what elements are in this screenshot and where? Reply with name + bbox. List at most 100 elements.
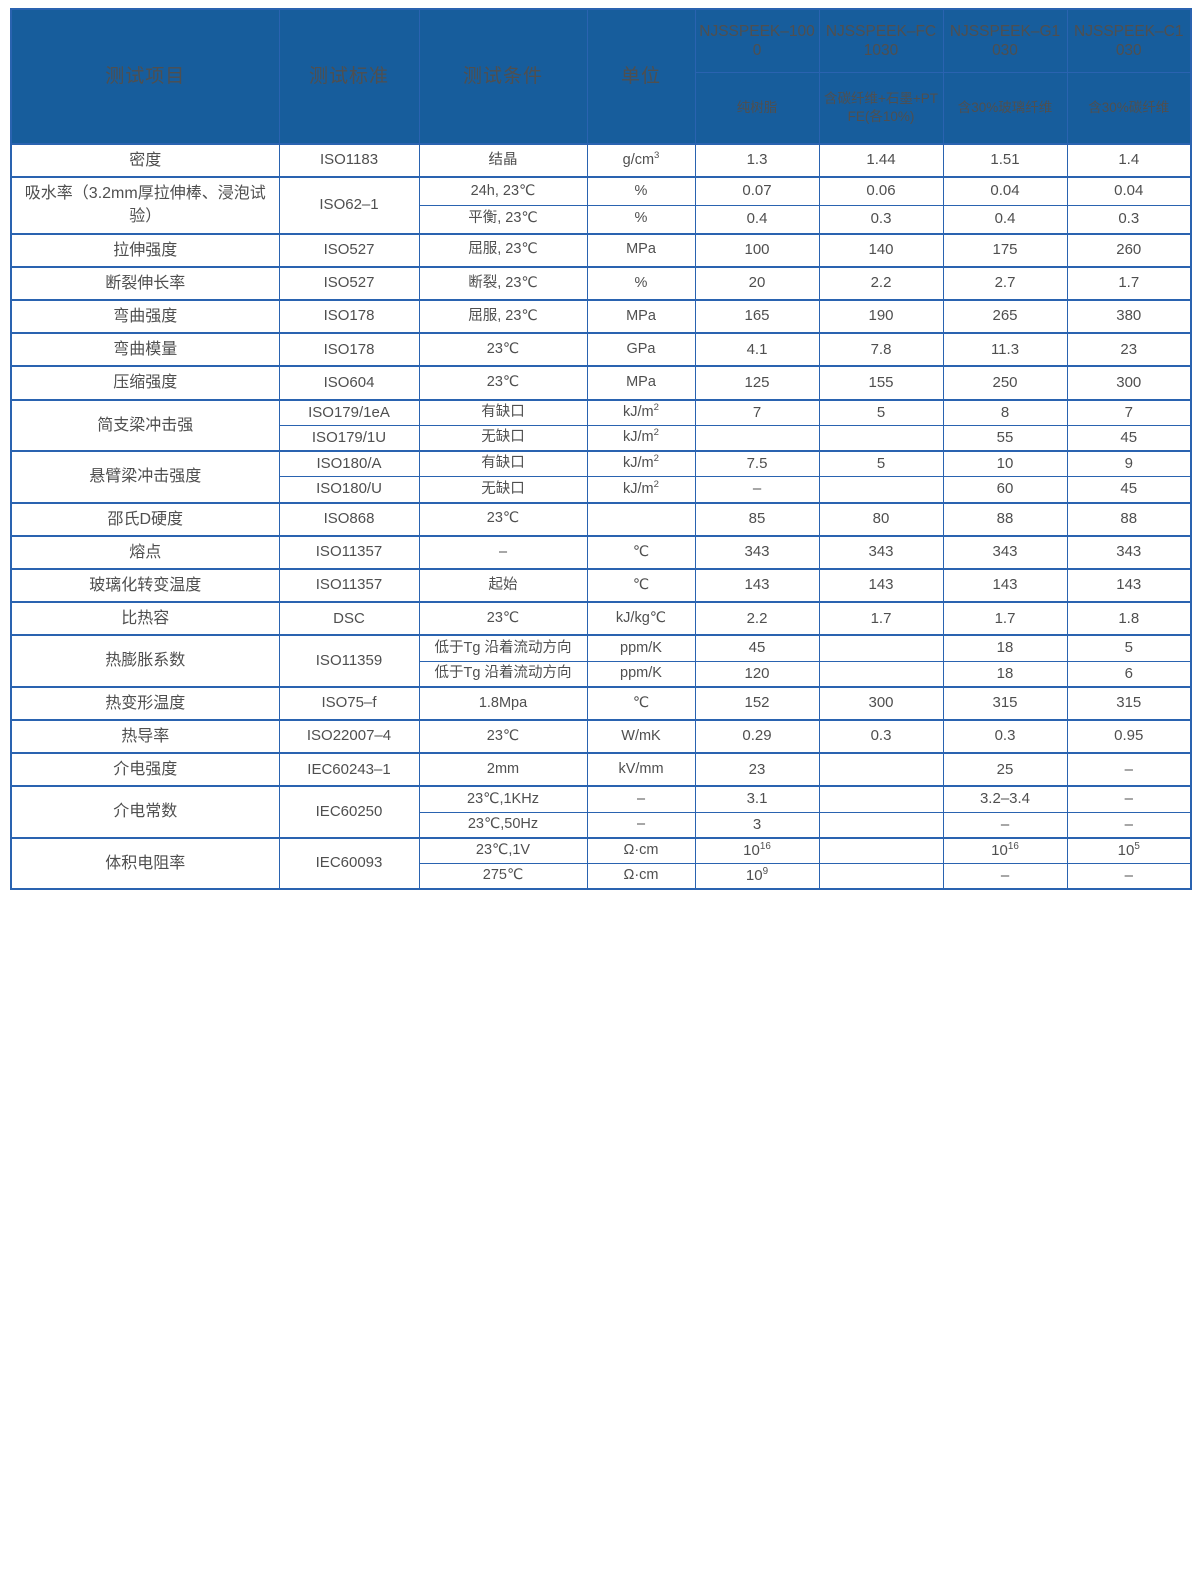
property-name-cell: 热变形温度	[10, 685, 280, 721]
value-cell-product-1	[818, 752, 944, 787]
value-cell-product-2: 8	[942, 398, 1068, 426]
test-standard-cell: ISO11357	[278, 567, 420, 603]
value-cell-product-1	[818, 660, 944, 688]
value-cell-product-2: 175	[942, 232, 1068, 268]
table-body: 密度 ISO1183 结晶 g/cm3 1.3 1.44 1.51 1.4 吸水率（3.2mm厚…	[10, 142, 1192, 890]
value-cell-product-1: 0.3	[818, 204, 944, 235]
unit-cell: kJ/m2	[586, 398, 696, 426]
value-cell-product-2: 343	[942, 534, 1068, 570]
unit-cell: GPa	[586, 332, 696, 367]
value-cell-product-2: 3.2–3.4	[942, 785, 1068, 813]
value-cell-product-3: –	[1066, 811, 1192, 839]
test-condition-cell: 23℃	[418, 601, 588, 636]
column-header-unit: 单位	[586, 8, 696, 145]
value-cell-product-1: 7.8	[818, 332, 944, 367]
test-standard-cell: ISO179/1eA	[278, 398, 420, 426]
test-standard-cell: IEC60250	[278, 785, 420, 839]
test-standard-cell: DSC	[278, 601, 420, 636]
value-cell-product-1: 343	[818, 534, 944, 570]
value-cell-product-1	[818, 634, 944, 662]
value-cell-product-1: 5	[818, 450, 944, 478]
value-cell-product-0	[694, 424, 820, 452]
test-condition-cell: 23℃,50Hz	[418, 811, 588, 839]
value-cell-product-1: 155	[818, 365, 944, 401]
product-header-name-2: NJSSPEEK–G1030	[942, 8, 1068, 73]
value-cell-product-0: 4.1	[694, 332, 820, 367]
value-cell-product-1: 140	[818, 232, 944, 268]
value-cell-product-0: 125	[694, 365, 820, 401]
table-row: 弯曲强度 ISO178 屈服, 23℃ MPa 165 190 265 380	[10, 298, 1192, 334]
property-name-cell: 拉伸强度	[10, 232, 280, 268]
test-standard-cell: ISO22007–4	[278, 718, 420, 754]
property-name-cell: 玻璃化转变温度	[10, 567, 280, 603]
unit-cell: %	[586, 176, 696, 206]
property-name-cell: 邵氏D硬度	[10, 501, 280, 537]
value-cell-product-3: 7	[1066, 398, 1192, 426]
value-cell-product-3: 1.4	[1066, 142, 1192, 178]
property-name-cell: 弯曲模量	[10, 332, 280, 367]
unit-cell: Ω·cm	[586, 836, 696, 865]
value-cell-product-0: 152	[694, 685, 820, 721]
value-cell-product-2: 0.04	[942, 176, 1068, 206]
value-cell-product-3: 105	[1066, 836, 1192, 865]
column-header-condition: 测试条件	[418, 8, 588, 145]
table-row: 吸水率（3.2mm厚拉伸棒、浸泡试验） ISO62–1 24h, 23℃% 0.07 0…	[10, 176, 1192, 235]
value-cell-product-0: –	[694, 476, 820, 503]
test-standard-cell: ISO11359	[278, 634, 420, 688]
unit-cell: MPa	[586, 232, 696, 268]
property-name-cell: 介电强度	[10, 752, 280, 787]
value-cell-product-2: 1.7	[942, 601, 1068, 636]
test-standard-cell: ISO179/1U	[278, 424, 420, 452]
test-condition-cell: 1.8Mpa	[418, 685, 588, 721]
value-cell-product-1: 80	[818, 501, 944, 537]
value-cell-product-0: 20	[694, 265, 820, 301]
value-cell-product-0: 109	[694, 863, 820, 890]
property-name-cell: 热导率	[10, 718, 280, 754]
table-row: 拉伸强度 ISO527 屈服, 23℃ MPa 100 140 175 260	[10, 232, 1192, 268]
value-cell-product-0: 0.29	[694, 718, 820, 754]
unit-cell: ppm/K	[586, 634, 696, 662]
test-standard-cell: ISO604	[278, 365, 420, 401]
value-cell-product-1: 0.3	[818, 718, 944, 754]
test-condition-cell: 23℃	[418, 365, 588, 401]
unit-cell: Ω·cm	[586, 863, 696, 890]
table-row: 压缩强度 ISO604 23℃ MPa 125 155 250 300	[10, 365, 1192, 401]
unit-cell: ℃	[586, 685, 696, 721]
unit-cell: kJ/m2	[586, 450, 696, 478]
test-standard-cell: ISO527	[278, 265, 420, 301]
product-header-desc-2: 含30%玻璃纤维	[942, 72, 1068, 145]
property-name-cell: 熔点	[10, 534, 280, 570]
value-cell-product-2: 11.3	[942, 332, 1068, 367]
value-cell-product-2: –	[942, 863, 1068, 890]
test-standard-cell: ISO62–1	[278, 176, 420, 235]
value-cell-product-1	[818, 785, 944, 813]
test-standard-cell: ISO180/A	[278, 450, 420, 478]
unit-cell	[586, 501, 696, 537]
value-cell-product-0: 100	[694, 232, 820, 268]
value-cell-product-2: 1016	[942, 836, 1068, 865]
material-properties-table: 测试项目 测试标准 测试条件 单位 NJSSPEEK–1000 NJSSPEEK…	[10, 8, 1192, 891]
value-cell-product-3: 45	[1066, 476, 1192, 503]
value-cell-product-2: 265	[942, 298, 1068, 334]
test-condition-cell: 23℃,1V	[418, 836, 588, 865]
product-header-name-1: NJSSPEEK–FC1030	[818, 8, 944, 73]
table-row: 23℃,50Hz –3– –	[11, 811, 1192, 839]
table-row: 简支梁冲击强 ISO179/1eA 有缺口 kJ/m2 7 5 8 7	[10, 398, 1192, 452]
value-cell-product-1: 143	[818, 567, 944, 603]
value-cell-product-3: 1.7	[1066, 265, 1192, 301]
value-cell-product-2: 315	[942, 685, 1068, 721]
value-cell-product-3: 45	[1066, 424, 1192, 452]
test-condition-cell: 起始	[418, 567, 588, 603]
unit-cell: MPa	[586, 298, 696, 334]
test-condition-cell: 无缺口	[418, 476, 588, 503]
unit-cell: %	[586, 265, 696, 301]
table-row: 体积电阻率 IEC60093 23℃,1V Ω·cm 1016 1016 105	[10, 836, 1192, 890]
value-cell-product-1	[818, 424, 944, 452]
value-cell-product-2: 0.4	[942, 204, 1068, 235]
table-row: 比热容 DSC 23℃ kJ/kg℃ 2.2 1.7 1.7 1.8	[10, 601, 1192, 636]
value-cell-product-3: 143	[1066, 567, 1192, 603]
header-row-bottom: 纯树脂 含碳纤维+石墨+PTFE(各10%) 含30%玻璃纤维 含30%碳纤维	[11, 72, 1192, 145]
value-cell-product-0: 0.4	[694, 204, 820, 235]
value-cell-product-2: 25	[942, 752, 1068, 787]
